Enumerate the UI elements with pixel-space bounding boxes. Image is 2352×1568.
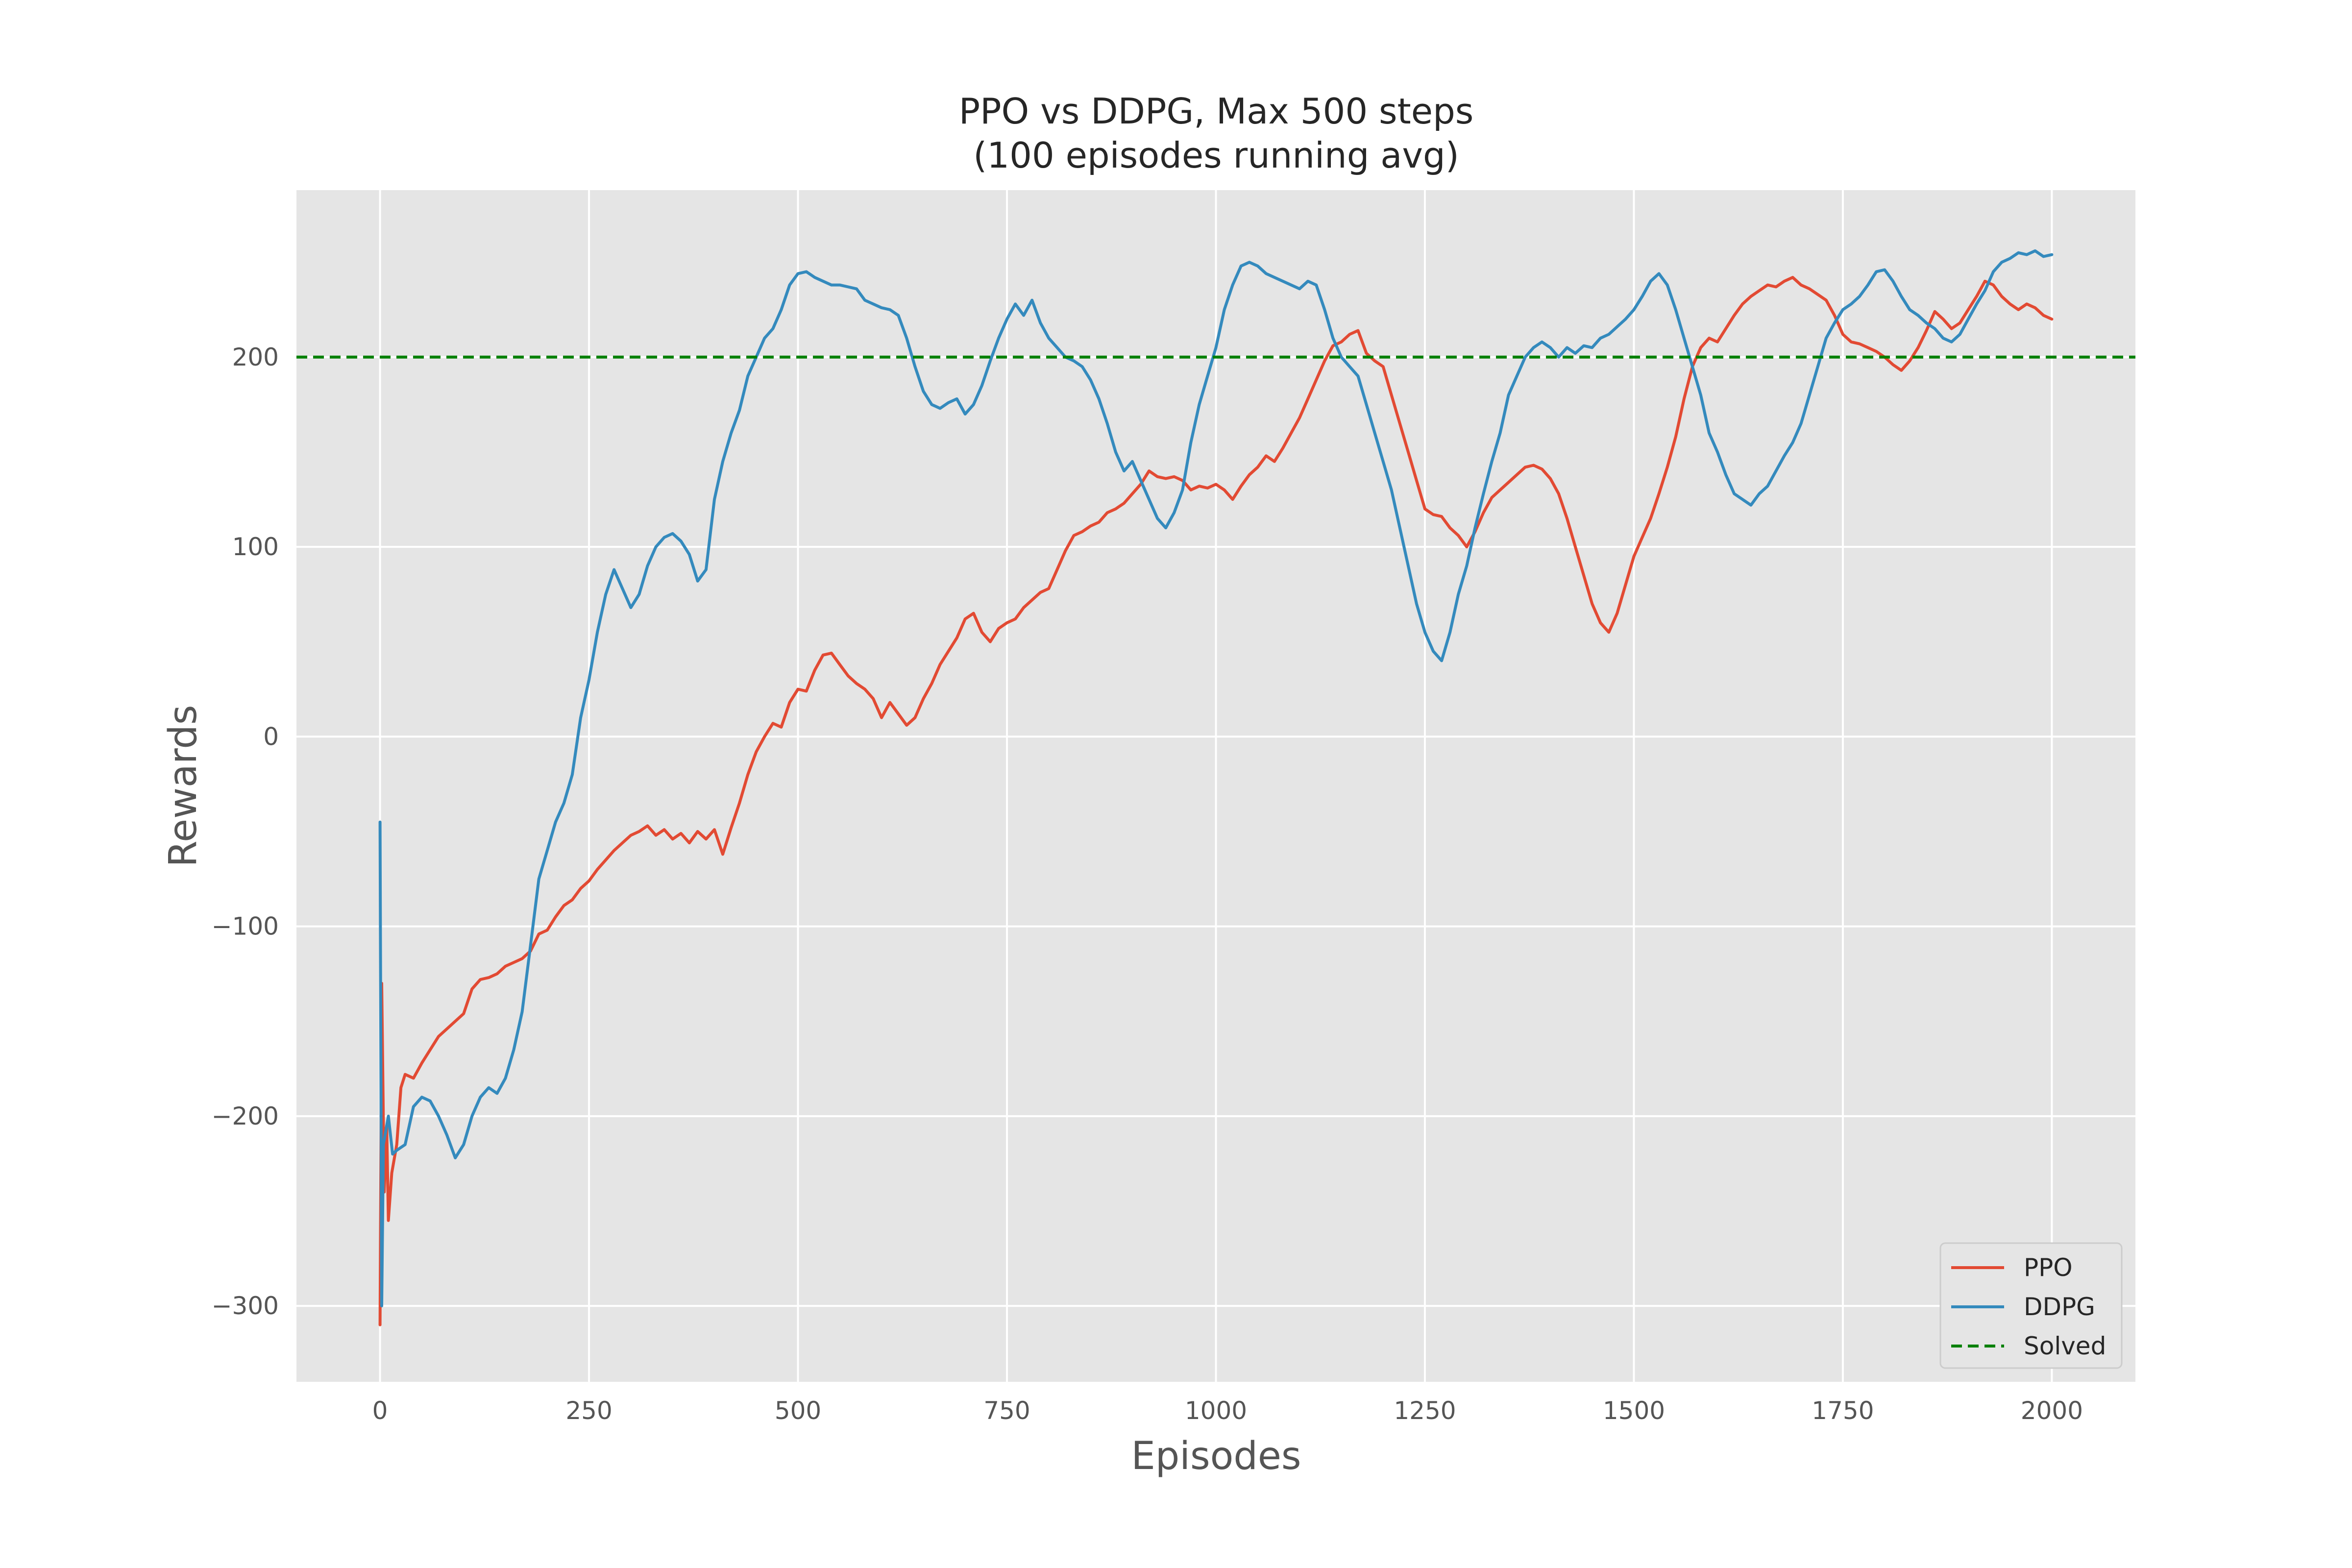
x-tick-label: 2000 (2021, 1396, 2083, 1425)
x-tick-label: 1000 (1185, 1396, 1247, 1425)
y-axis-label: Rewards (161, 705, 205, 867)
y-tick-label: 100 (232, 533, 279, 561)
legend-label-ppo: PPO (2024, 1253, 2073, 1282)
x-tick-label: 250 (565, 1396, 612, 1425)
legend: PPO DDPG Solved (1939, 1242, 2123, 1369)
y-tick-label: −100 (212, 912, 279, 941)
y-tick-label: 0 (263, 722, 279, 751)
series-line-ddpg (378, 249, 2054, 1308)
x-axis-label: Episodes (1131, 1434, 1301, 1478)
x-tick-label: 500 (775, 1396, 821, 1425)
series-layer (296, 249, 2135, 1326)
x-tick-label: 1750 (1812, 1396, 1874, 1425)
y-tick-label: −300 (212, 1292, 279, 1320)
chart-subtitle: (100 episodes running avg) (973, 135, 1459, 176)
legend-box (1939, 1242, 2123, 1369)
chart-title: PPO vs DDPG, Max 500 steps (959, 91, 1474, 132)
x-tick-label: 0 (372, 1396, 388, 1425)
legend-label-ddpg: DDPG (2024, 1293, 2095, 1321)
x-tick-label: 1500 (1603, 1396, 1665, 1425)
y-axis-ticks: −300 −200 −100 0 100 200 (212, 343, 279, 1320)
legend-label-solved: Solved (2024, 1332, 2106, 1360)
y-tick-label: −200 (212, 1102, 279, 1130)
y-tick-label: 200 (232, 343, 279, 371)
x-tick-label: 1250 (1394, 1396, 1456, 1425)
x-axis-ticks: 0 250 500 750 1000 1250 1500 1750 2000 (372, 1396, 2083, 1425)
x-tick-label: 750 (983, 1396, 1030, 1425)
series-line-ppo (378, 276, 2054, 1326)
